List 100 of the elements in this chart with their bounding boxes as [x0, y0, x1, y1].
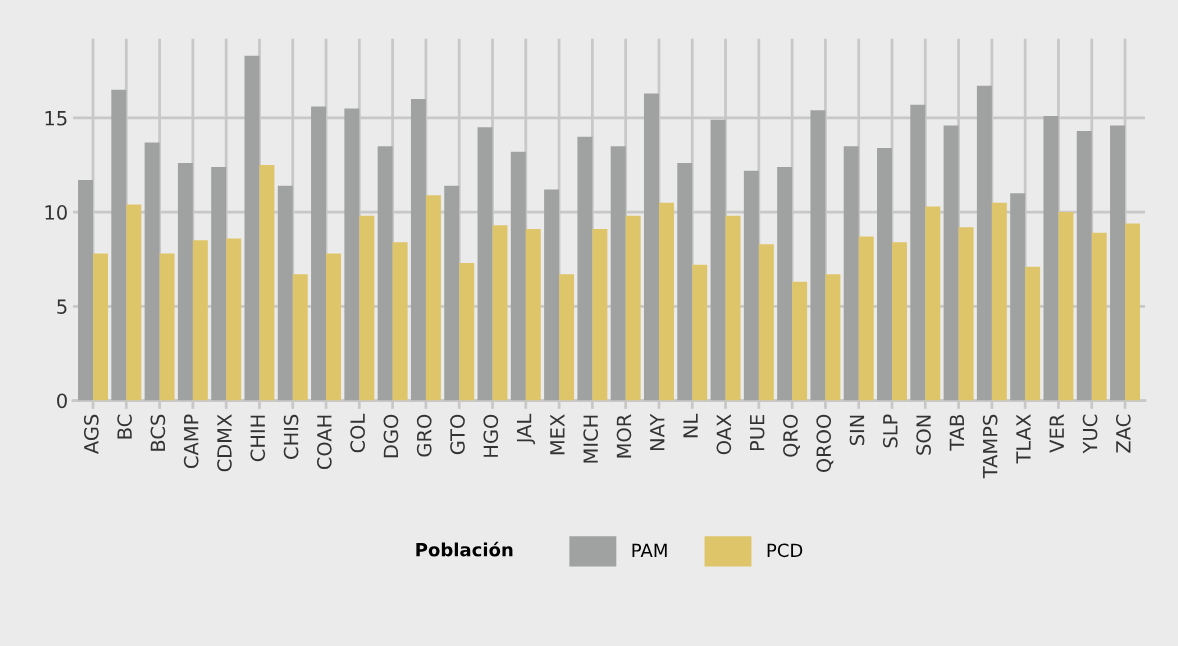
bar — [758, 244, 774, 401]
bar — [710, 119, 726, 401]
bar — [226, 238, 242, 401]
x-tick-label: QRO — [783, 414, 800, 457]
bar — [444, 185, 460, 401]
x-tick-label: BCS — [150, 414, 166, 451]
y-tick-label: 5 — [57, 299, 67, 314]
x-tick-label: TLAX — [1016, 414, 1031, 464]
x-tick-label: BC — [117, 414, 132, 439]
bar — [1110, 125, 1126, 401]
bar — [93, 253, 108, 401]
x-tick-label: JAL — [516, 413, 536, 445]
bar — [1010, 193, 1026, 401]
bar — [1058, 212, 1074, 401]
bar — [344, 108, 360, 401]
bar — [877, 148, 892, 401]
legend-title: Población — [416, 541, 513, 557]
bar — [825, 274, 841, 401]
x-tick-label: CHIH — [250, 415, 266, 462]
x-tick-label: TAB — [949, 415, 964, 451]
x-tick-label: AGS — [83, 414, 99, 454]
x-tick-label: GTO — [450, 414, 465, 455]
bar — [544, 189, 560, 401]
bar — [743, 170, 759, 401]
x-tick-label: TAMPS — [982, 414, 998, 479]
bar — [311, 106, 327, 401]
x-tick-label: OAX — [716, 414, 732, 455]
x-tick-label: SON — [916, 415, 931, 455]
bar — [410, 99, 426, 401]
bar — [111, 89, 127, 401]
x-tick-label: SLP — [882, 414, 898, 448]
bar — [211, 166, 227, 401]
y-tick-label: 0 — [57, 393, 67, 409]
x-tick-label: GRO — [416, 414, 432, 457]
bar — [359, 215, 375, 401]
bar — [677, 163, 693, 401]
bar — [810, 110, 826, 401]
bar — [858, 236, 874, 401]
bar — [1125, 223, 1141, 401]
legend-label: PCD — [767, 543, 803, 558]
bar — [510, 151, 526, 401]
bar — [277, 185, 293, 401]
bar — [525, 229, 541, 401]
y-tick-label: 15 — [45, 111, 67, 126]
bar — [725, 215, 741, 401]
bar — [577, 136, 593, 401]
bar — [177, 163, 193, 401]
bar — [292, 274, 308, 401]
bar — [144, 142, 160, 401]
x-tick-label: DGO — [383, 414, 399, 458]
bar — [425, 195, 441, 401]
bar — [843, 146, 859, 401]
bar — [910, 104, 926, 401]
x-tick-label: MOR — [616, 414, 632, 458]
bar — [244, 55, 260, 401]
bar — [943, 125, 959, 401]
x-tick-label: VER — [1049, 414, 1064, 453]
legend-label: PAM — [632, 543, 667, 557]
bar — [392, 242, 408, 401]
bar — [777, 166, 793, 401]
x-tick-label: SIN — [849, 415, 865, 446]
x-tick-label: PUE — [750, 414, 765, 451]
bar — [1091, 232, 1107, 401]
bar — [459, 262, 475, 401]
x-tick-label: HGO — [483, 414, 499, 457]
x-tick-label: COAH — [316, 415, 332, 470]
bar — [559, 274, 575, 401]
bar — [78, 180, 94, 401]
bar — [1025, 266, 1041, 401]
bar — [492, 225, 508, 401]
bar — [925, 206, 941, 401]
bar — [477, 127, 493, 401]
x-tick-label: CHIS — [283, 414, 299, 459]
x-tick-label: NL — [683, 413, 698, 438]
x-tick-label: QROO — [816, 414, 834, 473]
bar — [976, 85, 992, 401]
x-tick-label: ZAC — [1115, 414, 1131, 453]
y-tick-label: 10 — [45, 205, 67, 220]
x-tick-label: MEX — [550, 414, 565, 455]
bar — [991, 202, 1007, 401]
bar — [692, 264, 708, 401]
bar — [377, 146, 393, 401]
bar — [592, 229, 608, 401]
bar — [1043, 116, 1059, 401]
x-tick-label: COL — [350, 413, 365, 453]
bar — [658, 202, 674, 401]
bar — [126, 204, 142, 401]
x-tick-label: YUC — [1082, 414, 1098, 454]
bar — [625, 215, 641, 401]
bar — [259, 165, 275, 401]
bar — [958, 227, 974, 401]
x-tick-label: MICH — [583, 415, 599, 463]
x-tick-label: CAMP — [183, 414, 199, 468]
bar — [792, 281, 808, 401]
bar — [326, 253, 342, 401]
bar — [610, 146, 626, 401]
bar — [159, 253, 175, 401]
bar — [892, 242, 907, 401]
x-tick-label: CDMX — [217, 414, 232, 472]
bar — [643, 93, 659, 401]
